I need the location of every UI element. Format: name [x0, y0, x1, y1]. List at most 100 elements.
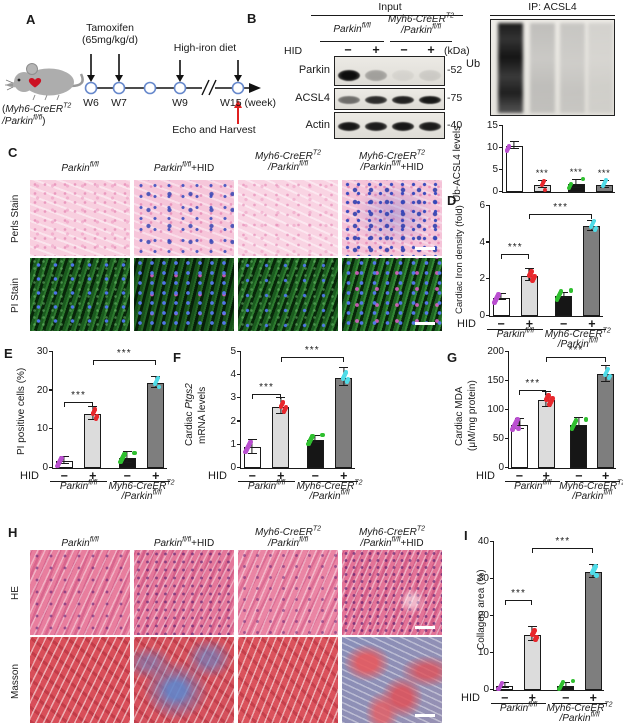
week-label-w6: W6 — [83, 97, 99, 109]
hid-sign: + — [589, 691, 597, 705]
significance-stars: *** — [116, 348, 132, 359]
significance-stars: *** — [304, 345, 320, 356]
text-segment: fl/fl — [361, 22, 371, 30]
y-tick-mark — [237, 420, 241, 422]
hid-sign: + — [340, 469, 348, 483]
protein-band — [364, 96, 387, 104]
error-bar — [561, 682, 571, 689]
h-col4-header-line1: Myh6-CreERT2 — [336, 526, 448, 538]
blot-group1-label: Parkinfl/fl — [302, 22, 402, 35]
text-segment: Myh6-CreER — [108, 481, 167, 492]
group1-label: Parkinfl/fl — [60, 480, 97, 492]
y-tick-label: 30 — [477, 573, 489, 584]
hid-sign: − — [515, 469, 524, 483]
data-point-dot — [550, 396, 555, 401]
histology-perls-parkin-hid — [134, 180, 234, 256]
timepoint-w8 — [143, 81, 157, 95]
data-point-dot — [558, 683, 564, 689]
y-tick-label: 150 — [487, 375, 504, 386]
y-tick-label: 50 — [492, 433, 504, 444]
data-point-dot — [557, 685, 563, 691]
text-segment: Parkin — [333, 24, 362, 35]
y-tick-label: 6 — [479, 200, 485, 211]
y-tick-mark — [499, 168, 503, 170]
western-blot-parkin — [334, 56, 445, 86]
text-segment: +HID — [400, 162, 424, 173]
hid-sign: − — [248, 469, 256, 483]
y-tick-label: 1 — [230, 438, 236, 450]
text-segment: ( — [2, 104, 6, 115]
text-segment: T2 — [604, 701, 613, 709]
hid-sign: + — [525, 317, 534, 331]
hid-sign: − — [575, 469, 583, 483]
hid-axis-label: HID — [461, 692, 480, 704]
y-tick-mark — [486, 241, 490, 243]
text-segment: fl/fl — [432, 23, 442, 31]
data-point-dot — [118, 459, 123, 465]
histology-he-parkin-hid — [134, 550, 234, 635]
error-bar — [559, 291, 569, 298]
significance-stars: *** — [553, 202, 568, 213]
c-col4-header-line2: /Parkinfl/fl+HID — [336, 161, 448, 173]
c-col1-header: Parkinfl/fl — [24, 161, 136, 174]
panel-g-label: G — [447, 350, 458, 365]
input-header: Input — [378, 1, 402, 13]
y-tick-label: 15 — [486, 120, 498, 131]
y-tick-mark — [499, 190, 503, 192]
group2-label-line1: Myh6-CreERT2 — [108, 480, 175, 492]
c-col4-header-line1: Myh6-CreERT2 — [336, 150, 448, 162]
c-row2-label: PI Stain — [10, 277, 21, 313]
panel-d-label: D — [447, 193, 457, 208]
ip-lane-1 — [498, 23, 523, 113]
ip-blot-image — [490, 19, 615, 116]
y-tick-mark — [237, 466, 241, 468]
hid-sign: + — [528, 691, 536, 705]
pi-chart-ylabel: PI positive cells (%) — [16, 367, 27, 455]
y-tick-mark — [486, 314, 490, 316]
significance-stars: *** — [259, 382, 274, 393]
text-segment: /Parkin — [360, 162, 392, 173]
y-tick-label: 0 — [498, 462, 504, 473]
scale-bar — [415, 247, 435, 250]
data-point-dot — [581, 176, 586, 182]
significance-stars: *** — [535, 168, 549, 180]
mda-chart-ylabel-line1: Cardiac MDA — [454, 386, 465, 446]
ip-acsl4-header: IP: ACSL4 — [528, 1, 577, 13]
data-point-dot — [594, 573, 599, 578]
panel-f-label: F — [173, 350, 181, 365]
mda-chart-ylabel-line2: (μM/mg protein) — [467, 380, 478, 452]
y-tick-label: 2 — [230, 415, 236, 427]
break-slash-icon — [208, 79, 217, 96]
text-segment: fl/fl — [603, 489, 613, 497]
error-bar — [247, 438, 257, 454]
group-underline — [549, 329, 606, 331]
week-label-w7: W7 — [111, 97, 127, 109]
h-col1-header: Parkinfl/fl — [24, 537, 136, 549]
group-underline — [490, 703, 547, 705]
error-bar — [509, 140, 519, 149]
significance-stars: *** — [507, 242, 523, 253]
input-header-rule — [311, 15, 463, 17]
protein-band — [392, 122, 415, 131]
data-point-dot — [573, 418, 579, 423]
data-point-dot — [583, 417, 589, 422]
data-bar — [537, 399, 555, 468]
text-segment: /Parkin — [267, 538, 300, 549]
blot-row-label-parkin: Parkin — [298, 64, 330, 76]
data-point-dot — [120, 455, 125, 461]
data-point-dot — [59, 455, 64, 461]
text-segment: T2 — [63, 102, 72, 110]
group1-label: Parkinfl/fl — [248, 480, 285, 492]
significance-stars: *** — [525, 378, 541, 389]
text-segment: fl/fl — [89, 161, 99, 169]
y-tick-mark — [490, 540, 494, 542]
text-segment: Myh6-CreER — [544, 329, 603, 340]
data-point-dot — [343, 370, 349, 375]
y-tick-mark — [486, 204, 490, 206]
timeline-arrowhead-icon — [249, 83, 261, 93]
mouse-whiskers — [5, 79, 14, 91]
data-bar — [523, 634, 541, 690]
text-segment: Parkin — [61, 538, 90, 549]
y-tick-label: 40 — [477, 536, 489, 547]
group-underline — [238, 481, 295, 483]
